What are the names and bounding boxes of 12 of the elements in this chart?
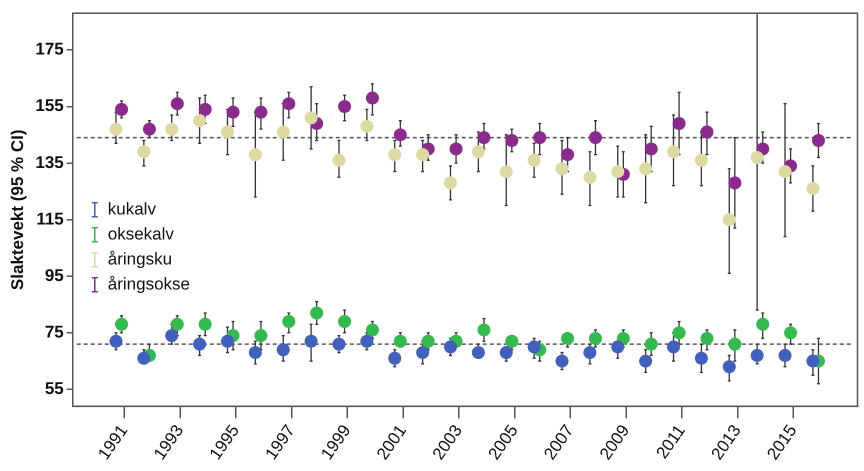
legend-label: oksekalv xyxy=(108,224,174,244)
y-tick-label: 95 xyxy=(44,266,64,285)
legend-label: åringsokse xyxy=(108,274,190,294)
y-tick-label: 155 xyxy=(35,96,64,116)
legend-label: kukalv xyxy=(108,199,156,218)
y-axis-title: Slaktevekt (95 % CI) xyxy=(8,129,27,290)
y-tick-label: 115 xyxy=(36,209,64,228)
legend-label: åringsku xyxy=(108,249,172,268)
y-tick-label: 175 xyxy=(35,40,64,59)
y-tick-label: 55 xyxy=(44,379,64,398)
y-tick-label: 135 xyxy=(35,152,64,172)
y-tick-label: 75 xyxy=(44,322,64,342)
